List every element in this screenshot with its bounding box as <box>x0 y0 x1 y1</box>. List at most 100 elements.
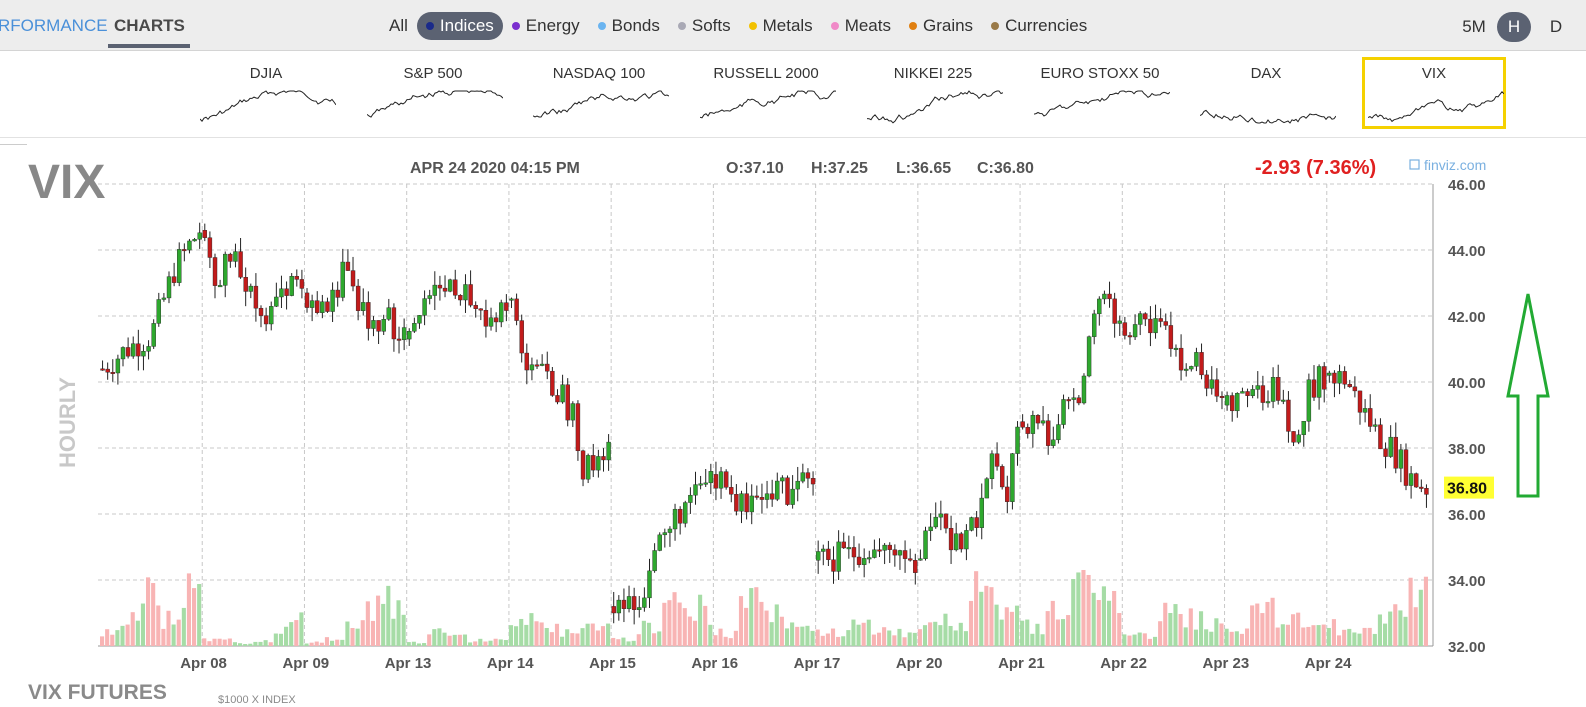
volume-bar <box>1234 631 1239 646</box>
candle-body <box>550 370 555 396</box>
category-label: Energy <box>525 16 580 35</box>
candle-body <box>851 547 857 558</box>
volume-bar <box>263 640 268 646</box>
timeframe-hourly-button[interactable]: H <box>1497 12 1531 42</box>
timeframe-daily-button[interactable]: D <box>1549 17 1563 36</box>
category-softs[interactable]: Softs <box>669 12 740 40</box>
volume-bar <box>381 603 386 646</box>
y-tick-label: 36.00 <box>1448 507 1486 524</box>
volume-bar <box>1408 577 1413 646</box>
mini-chart-djia[interactable]: DJIA <box>194 57 338 129</box>
volume-bar <box>411 641 416 646</box>
candle-body <box>504 302 509 311</box>
volume-bar <box>253 641 258 646</box>
volume-bar <box>938 625 943 646</box>
category-bonds[interactable]: Bonds <box>589 12 669 40</box>
volume-bar <box>1117 613 1122 646</box>
volume-bar <box>304 643 309 646</box>
category-all[interactable]: All <box>380 12 417 40</box>
candle-body <box>1388 436 1393 457</box>
candle-body <box>580 450 586 480</box>
volume-bar <box>146 577 151 646</box>
candle-body <box>350 270 356 287</box>
mini-chart-euro-stoxx-50[interactable]: EURO STOXX 50 <box>1028 57 1172 129</box>
volume-bar <box>1306 626 1311 646</box>
performance-tab[interactable]: RFORMANCE <box>0 16 108 35</box>
mini-chart-nasdaq-100[interactable]: NASDAQ 100 <box>527 57 671 129</box>
mini-chart-dax[interactable]: DAX <box>1194 57 1338 129</box>
volume-bar <box>1198 611 1204 646</box>
candle-body <box>1107 293 1112 300</box>
candle-body <box>110 372 115 374</box>
category-metals[interactable]: Metals <box>740 12 822 40</box>
volume-bar <box>1030 633 1035 646</box>
volume-bar <box>1290 614 1296 646</box>
volume-bar <box>953 630 958 646</box>
candle-body <box>545 363 550 372</box>
y-tick-label: 40.00 <box>1448 375 1486 392</box>
candle-body <box>1378 424 1383 450</box>
candle-body <box>269 306 274 325</box>
candle-body <box>994 453 1000 467</box>
candle-body <box>948 528 954 551</box>
x-tick-label: Apr 15 <box>589 655 636 672</box>
candle-body <box>1424 488 1429 495</box>
candle-body <box>1194 352 1199 367</box>
volume-bar <box>1209 631 1214 646</box>
volume-bar <box>1280 624 1285 646</box>
y-tick-label: 38.00 <box>1448 441 1486 458</box>
candle-body <box>810 478 816 485</box>
category-currencies[interactable]: Currencies <box>982 12 1096 40</box>
candle-body <box>596 456 601 471</box>
candle-body <box>601 456 606 461</box>
volume-bar <box>457 634 462 646</box>
volume-bar <box>800 626 805 646</box>
candle-body <box>754 495 760 498</box>
candle-body <box>959 533 964 550</box>
candle-body <box>759 497 765 500</box>
ohlc-high: H:37.25 <box>811 160 868 177</box>
volume-bar <box>851 619 856 646</box>
sparkline-path <box>700 90 836 119</box>
candle-body <box>882 544 887 551</box>
candle-body <box>1086 336 1092 377</box>
candle-body <box>1005 486 1010 502</box>
candle-body <box>253 285 259 309</box>
charts-tab[interactable]: CHARTS <box>114 16 185 35</box>
volume-bar <box>396 600 401 646</box>
x-tick-label: Apr 13 <box>385 655 432 672</box>
volume-bar <box>437 628 442 646</box>
x-tick-label: Apr 09 <box>282 655 329 672</box>
mini-chart-nikkei-225[interactable]: NIKKEI 225 <box>861 57 1005 129</box>
brand-link[interactable]: finviz.com <box>1424 157 1486 173</box>
category-energy[interactable]: Energy <box>503 12 589 40</box>
volume-bar <box>135 620 140 646</box>
candle-body <box>1097 298 1102 315</box>
sparkline-path <box>367 90 503 118</box>
candle-body <box>999 466 1005 488</box>
volume-bar <box>979 591 984 646</box>
candle-body <box>1235 393 1240 412</box>
volume-bar <box>963 631 968 646</box>
candle-body <box>197 232 202 240</box>
mini-sparkline <box>700 90 836 119</box>
candle-body <box>514 298 519 321</box>
category-meats[interactable]: Meats <box>822 12 900 40</box>
mini-chart-russell-2000[interactable]: RUSSELL 2000 <box>694 57 838 129</box>
category-indices[interactable]: Indices <box>416 12 503 40</box>
volume-bar <box>268 642 273 646</box>
volume-bar <box>657 631 662 646</box>
volume-bar <box>314 641 319 646</box>
volume-bar <box>1178 614 1183 646</box>
timeframe-5m-button[interactable]: 5M <box>1462 17 1486 36</box>
candle-body <box>800 472 806 482</box>
candle-body <box>729 487 734 495</box>
candle-body <box>585 455 591 480</box>
mini-chart-s-p-500[interactable]: S&P 500 <box>361 57 505 129</box>
candle-body <box>171 276 177 283</box>
candle-body <box>642 597 647 608</box>
category-grains[interactable]: Grains <box>900 12 982 40</box>
mini-chart-vix[interactable]: VIX <box>1362 57 1506 129</box>
volume-bar <box>549 632 554 646</box>
volume-bar <box>616 639 621 646</box>
